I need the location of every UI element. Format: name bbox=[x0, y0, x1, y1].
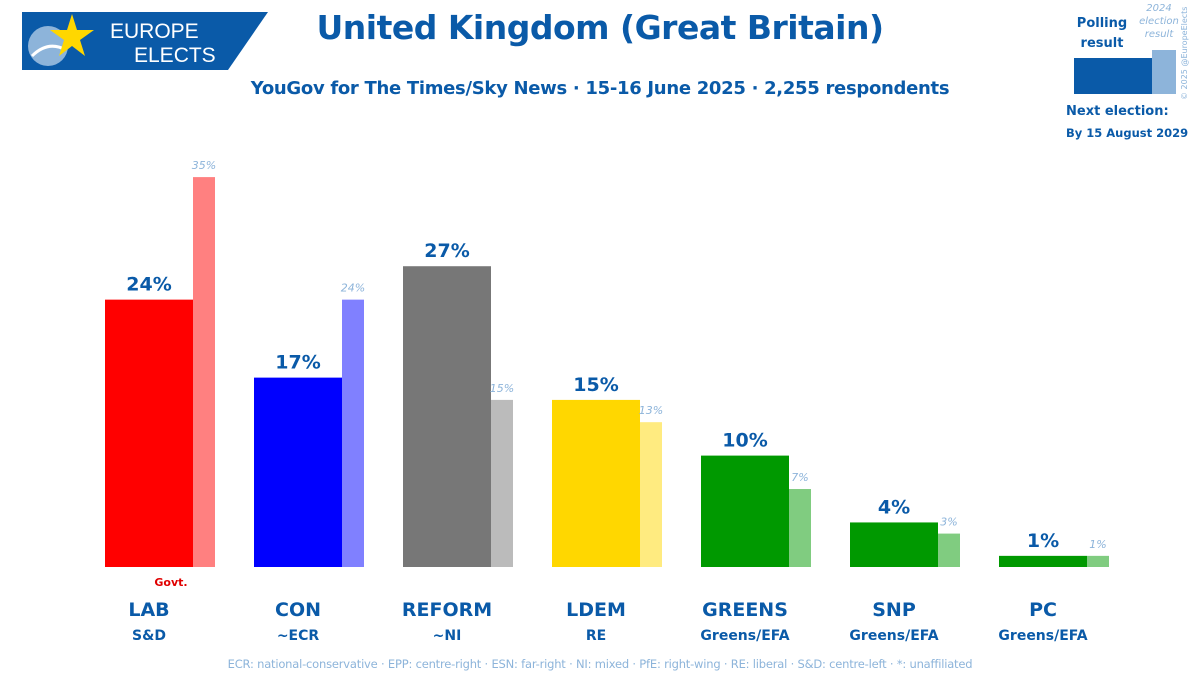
party-name-con: CON bbox=[275, 599, 321, 621]
party-name-snp: SNP bbox=[872, 599, 916, 621]
bar-poll-snp bbox=[850, 522, 938, 567]
legend-election-label: 2024 election result bbox=[1136, 2, 1182, 41]
party-name-reform: REFORM bbox=[402, 599, 492, 621]
value-label-prev-greens: 7% bbox=[791, 471, 808, 484]
govt-note-lab: Govt. bbox=[154, 576, 187, 589]
value-label-poll-con: 17% bbox=[275, 352, 320, 374]
party-group-con: ~ECR bbox=[277, 628, 320, 644]
value-label-poll-snp: 4% bbox=[878, 496, 910, 518]
party-group-lab: S&D bbox=[132, 628, 166, 644]
party-group-greens: Greens/EFA bbox=[700, 628, 789, 644]
chart-title: United Kingdom (Great Britain) bbox=[316, 8, 884, 47]
bar-poll-greens bbox=[701, 455, 789, 567]
footer-legend: ECR: national-conservative · EPP: centre… bbox=[227, 657, 973, 671]
legend-election-line2: election bbox=[1139, 16, 1179, 27]
bar-prev-reform bbox=[491, 399, 513, 567]
bar-prev-pc bbox=[1087, 555, 1109, 567]
bar-poll-ldem bbox=[552, 399, 640, 567]
party-group-snp: Greens/EFA bbox=[849, 628, 938, 644]
party-name-pc: PC bbox=[1029, 599, 1057, 621]
bar-prev-con bbox=[342, 299, 364, 567]
party-name-ldem: LDEM bbox=[566, 599, 626, 621]
legend-swatch-election bbox=[1152, 50, 1176, 94]
chart-subtitle: YouGov for The Times/Sky News · 15-16 Ju… bbox=[250, 78, 950, 99]
party-name-lab: LAB bbox=[128, 599, 169, 621]
party-group-pc: Greens/EFA bbox=[998, 628, 1087, 644]
bar-prev-lab bbox=[193, 177, 215, 567]
legend-polling-label: Polling result bbox=[1072, 14, 1132, 54]
value-label-prev-snp: 3% bbox=[940, 516, 957, 529]
bar-poll-pc bbox=[999, 555, 1087, 567]
legend-polling-line1: Polling bbox=[1076, 16, 1128, 31]
bar-prev-greens bbox=[789, 489, 811, 567]
bar-poll-con bbox=[254, 377, 342, 567]
bar-poll-reform bbox=[403, 266, 491, 567]
value-label-prev-ldem: 13% bbox=[639, 404, 663, 417]
next-election-label: Next election: bbox=[1066, 104, 1169, 119]
legend-election-line1: 2024 bbox=[1146, 3, 1172, 14]
bar-poll-lab bbox=[105, 299, 193, 567]
bar-prev-ldem bbox=[640, 422, 662, 567]
europe-elects-logo: EUROPE ELECTS bbox=[22, 12, 268, 70]
next-election-date: By 15 August 2029 bbox=[1066, 126, 1189, 140]
party-name-greens: GREENS bbox=[702, 599, 788, 621]
party-group-ldem: RE bbox=[586, 628, 606, 644]
legend-swatch-polling bbox=[1074, 58, 1152, 94]
value-label-prev-pc: 1% bbox=[1089, 538, 1106, 551]
logo-text-elects: ELECTS bbox=[134, 44, 216, 67]
party-group-reform: ~NI bbox=[433, 628, 462, 644]
legend-polling-line2: result bbox=[1080, 36, 1124, 51]
value-label-prev-con: 24% bbox=[341, 282, 365, 295]
logo-star-icon bbox=[50, 14, 94, 56]
value-label-prev-reform: 15% bbox=[490, 382, 514, 395]
value-label-poll-reform: 27% bbox=[424, 240, 469, 262]
bar-prev-snp bbox=[938, 533, 960, 567]
logo-text-europe: EUROPE bbox=[110, 20, 199, 43]
value-label-poll-lab: 24% bbox=[126, 274, 171, 296]
value-label-poll-pc: 1% bbox=[1027, 530, 1059, 552]
legend-election-line3: result bbox=[1144, 29, 1174, 40]
value-label-poll-greens: 10% bbox=[722, 430, 767, 452]
value-label-prev-lab: 35% bbox=[192, 159, 216, 172]
value-label-poll-ldem: 15% bbox=[573, 374, 618, 396]
logo-banner bbox=[22, 12, 268, 70]
